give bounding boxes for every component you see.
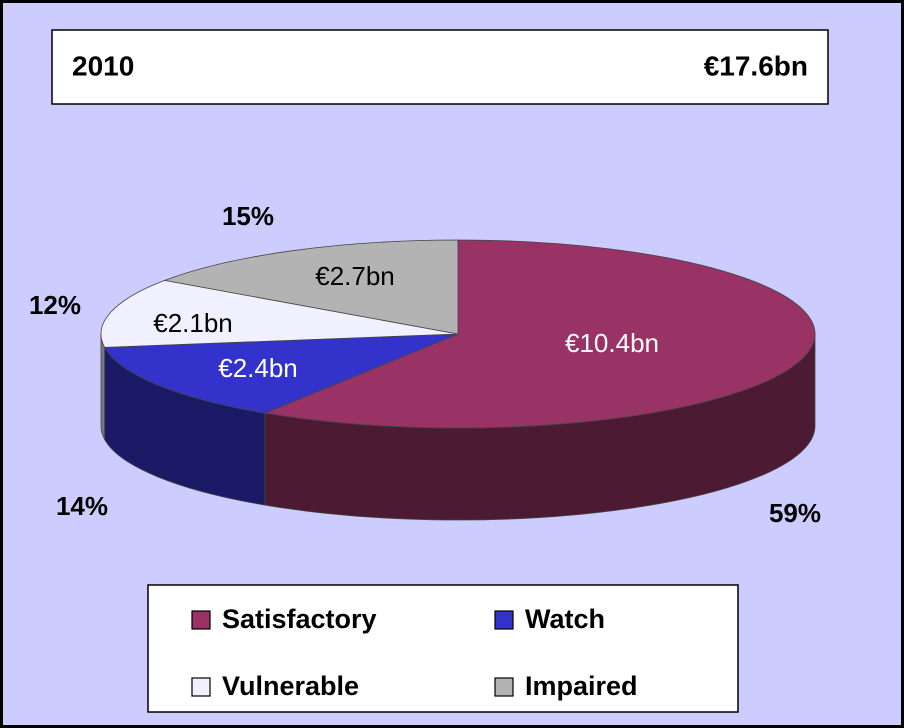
legend-swatch: [191, 610, 211, 630]
pie-tops: [100, 239, 816, 429]
chart-title: 2010: [72, 50, 134, 81]
legend-label: Vulnerable: [222, 671, 359, 701]
chart-total: €17.6bn: [704, 50, 808, 81]
legend-label: Watch: [525, 604, 605, 634]
pie-slice: [263, 239, 816, 429]
percentage-label: 15%: [222, 201, 274, 231]
value-label: €2.4bn: [218, 353, 298, 383]
percentage-label: 59%: [769, 498, 821, 528]
percentage-label: 12%: [29, 290, 81, 320]
value-label: €10.4bn: [565, 328, 659, 358]
legend-swatch: [191, 677, 211, 697]
value-label: €2.1bn: [153, 308, 233, 338]
pie-slice: [163, 239, 459, 335]
legend-box: [147, 584, 739, 713]
legend-swatch: [494, 610, 514, 630]
pie-slice: [103, 333, 459, 414]
value-label: €2.7bn: [315, 261, 395, 291]
pie-slice: [100, 279, 459, 348]
legend-swatch: [494, 677, 514, 697]
title-box: [51, 29, 829, 105]
legend-label: Impaired: [525, 671, 638, 701]
legend-label: Satisfactory: [222, 604, 377, 634]
pie-slice-side: [100, 333, 106, 440]
percentage-label: 14%: [56, 491, 108, 521]
